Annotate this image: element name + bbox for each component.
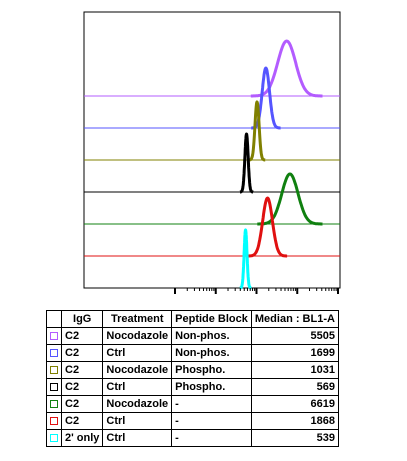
legend-swatch-cell bbox=[46, 327, 62, 345]
legend-median: 6619 bbox=[250, 395, 339, 413]
legend-swatch bbox=[50, 349, 58, 358]
plot-frame bbox=[83, 11, 341, 289]
legend-igg: C2 bbox=[60, 395, 104, 413]
legend-swatch bbox=[50, 383, 58, 392]
legend-row: C2 Ctrl -1868 bbox=[46, 412, 339, 430]
legend-treatment: Ctrl bbox=[102, 344, 173, 362]
x-axis-ticks bbox=[174, 288, 339, 294]
legend-treatment: Ctrl bbox=[102, 378, 173, 396]
legend-header-row: IgG Treatment Peptide Block Median : BL1… bbox=[46, 310, 339, 328]
header-igg: IgG bbox=[60, 310, 104, 328]
legend-peptide-block: Phospho. bbox=[171, 378, 252, 396]
header-swatch bbox=[46, 310, 62, 328]
legend-swatch bbox=[50, 400, 58, 409]
histogram-series-7 bbox=[238, 228, 253, 290]
legend-treatment: Ctrl bbox=[102, 412, 173, 430]
legend-swatch-cell bbox=[46, 429, 62, 447]
histogram-overlay-chart bbox=[83, 11, 341, 294]
header-peptide-block: Peptide Block bbox=[171, 310, 252, 328]
histogram-series-4 bbox=[238, 132, 255, 194]
legend-row: C2 Nocodazole Phospho. 1031 bbox=[46, 361, 339, 379]
legend-treatment: Nocodazole bbox=[102, 361, 173, 379]
legend-median: 1699 bbox=[250, 344, 339, 362]
legend-swatch bbox=[50, 434, 58, 443]
legend-peptide-block: Non-phos. bbox=[171, 327, 252, 345]
legend-swatch-cell bbox=[46, 395, 62, 413]
legend-median: 539 bbox=[250, 429, 339, 447]
histogram-curves-group bbox=[238, 39, 324, 290]
legend-swatch-cell bbox=[46, 378, 62, 396]
legend-igg: 2' only bbox=[60, 429, 104, 447]
legend-igg: C2 bbox=[60, 361, 104, 379]
legend-peptide-block: - bbox=[171, 395, 252, 413]
legend-row: 2' only Ctrl -539 bbox=[46, 429, 339, 447]
legend-median: 569 bbox=[250, 378, 339, 396]
legend-treatment: Ctrl bbox=[102, 429, 173, 447]
legend-row: C2 Ctrl Non-phos. 1699 bbox=[46, 344, 339, 362]
legend-igg: C2 bbox=[60, 327, 104, 345]
legend-peptide-block: - bbox=[171, 429, 252, 447]
legend-peptide-block: Phospho. bbox=[171, 361, 252, 379]
legend-swatch-cell bbox=[46, 344, 62, 362]
histogram-series-6 bbox=[247, 196, 289, 258]
legend-row: C2 Ctrl Phospho. 569 bbox=[46, 378, 339, 396]
header-median: Median : BL1-A bbox=[250, 310, 339, 328]
baselines-group bbox=[84, 95, 340, 257]
legend-table: IgG Treatment Peptide Block Median : BL1… bbox=[46, 310, 339, 447]
legend-peptide-block: - bbox=[171, 412, 252, 430]
legend-swatch-cell bbox=[46, 361, 62, 379]
legend-igg: C2 bbox=[60, 344, 104, 362]
legend-swatch-cell bbox=[46, 412, 62, 430]
legend-swatch bbox=[50, 366, 58, 375]
legend-treatment: Nocodazole bbox=[102, 327, 173, 345]
legend-median: 1031 bbox=[250, 361, 339, 379]
header-treatment: Treatment bbox=[102, 310, 173, 328]
legend-swatch bbox=[50, 417, 58, 426]
legend-igg: C2 bbox=[60, 412, 104, 430]
legend-row: C2 Nocodazole -6619 bbox=[46, 395, 339, 413]
histogram-series-3 bbox=[247, 100, 267, 162]
legend-row: C2 Nocodazole Non-phos. 5505 bbox=[46, 327, 339, 345]
legend-swatch bbox=[50, 332, 58, 341]
legend-median: 5505 bbox=[250, 327, 339, 345]
legend-median: 1868 bbox=[250, 412, 339, 430]
legend-peptide-block: Non-phos. bbox=[171, 344, 252, 362]
legend-body: C2 Nocodazole Non-phos. 5505 C2 Ctrl Non-phos.… bbox=[46, 327, 339, 447]
legend-igg: C2 bbox=[60, 378, 104, 396]
legend-treatment: Nocodazole bbox=[102, 395, 173, 413]
histogram-series-5 bbox=[256, 172, 324, 226]
